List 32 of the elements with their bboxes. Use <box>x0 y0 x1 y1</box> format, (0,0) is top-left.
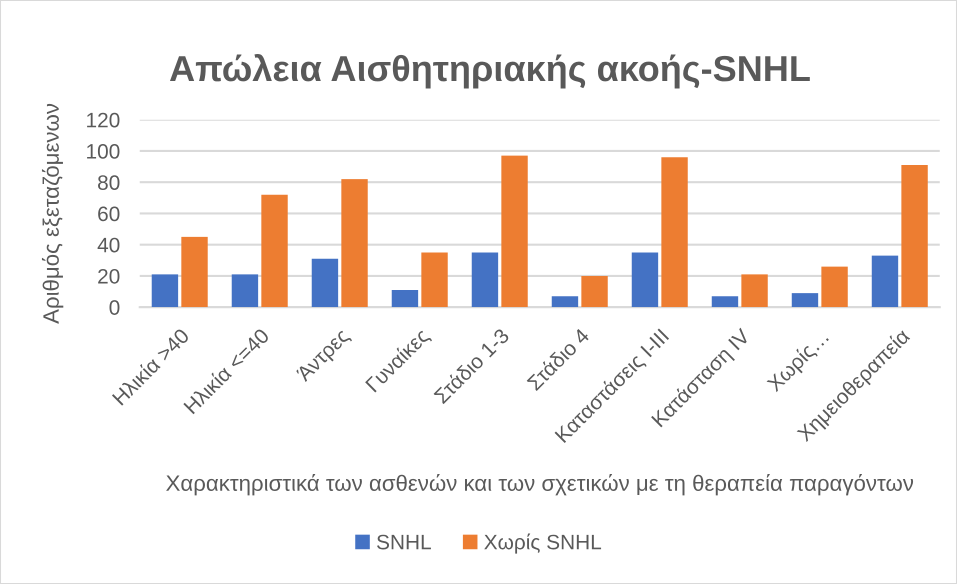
y-axis-title: Αριθμός εξεταζόμενων <box>42 104 64 324</box>
bar <box>872 256 898 308</box>
y-tick-label: 0 <box>110 300 120 315</box>
bar <box>741 274 768 308</box>
chart-title: Απώλεια Αισθητηριακής ακοής-SNHL <box>170 54 810 89</box>
bar <box>901 165 928 308</box>
bar <box>312 258 338 308</box>
bar <box>152 274 178 308</box>
y-tick-label: 120 <box>87 112 120 128</box>
y-tick-label: 20 <box>98 268 120 284</box>
bar <box>392 290 418 308</box>
bar <box>821 266 848 308</box>
bar <box>712 296 738 308</box>
bar <box>472 252 498 308</box>
legend-label: Χωρίς SNHL <box>484 534 602 554</box>
bar <box>661 157 688 308</box>
x-axis-title: Χαρακτηριστικά των ασθενών και των σχετικών με τη θεραπεία παραγόντων <box>166 474 914 496</box>
y-tick-label: 40 <box>98 238 120 252</box>
bar <box>581 276 608 308</box>
y-tick-label: 80 <box>98 175 120 190</box>
bar <box>232 274 258 308</box>
bar <box>181 236 208 308</box>
bar <box>792 293 818 308</box>
y-tick-label: 100 <box>87 144 120 159</box>
bar <box>552 296 578 308</box>
y-tick-label: 60 <box>98 206 120 222</box>
legend-label: SNHL <box>377 534 431 550</box>
bar <box>261 194 288 308</box>
bar <box>632 252 658 308</box>
bar <box>341 179 368 308</box>
bar <box>421 252 448 308</box>
bar <box>501 156 528 308</box>
